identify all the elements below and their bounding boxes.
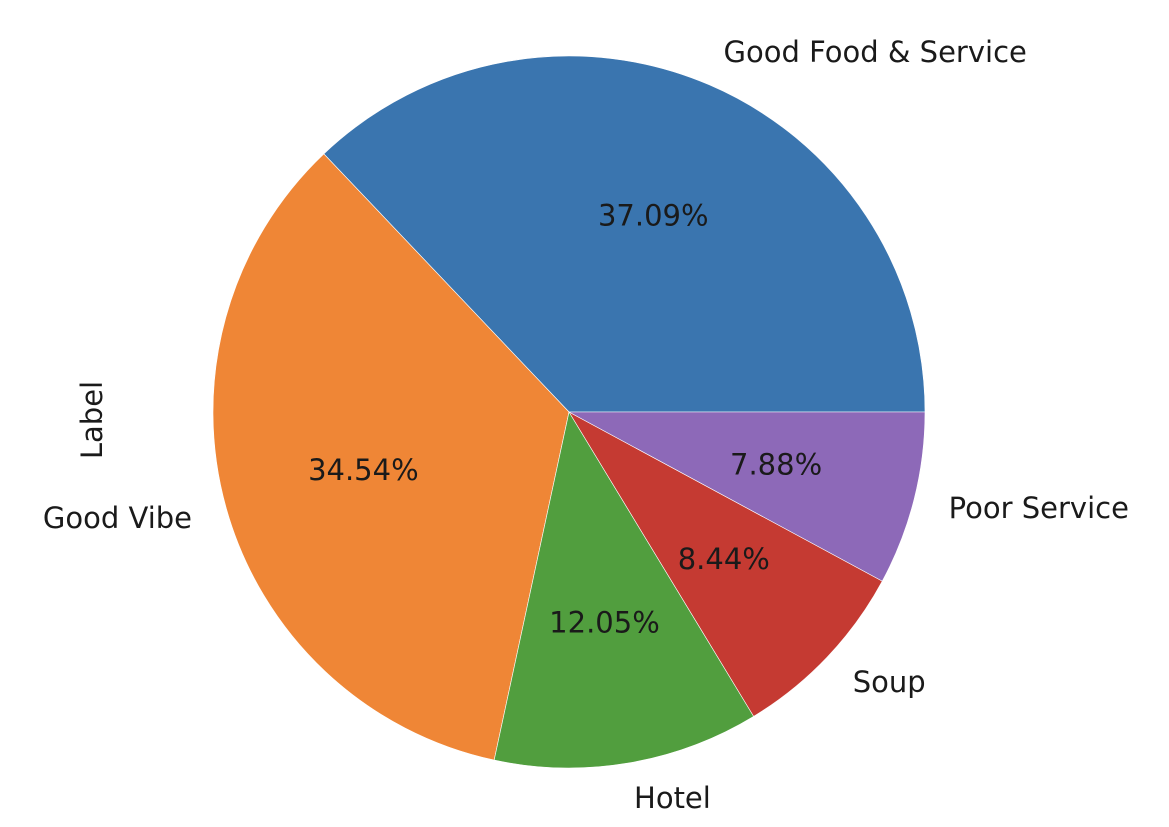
pct-label-soup: 8.44% — [678, 542, 770, 576]
pie-slice-good-food-and-service — [323, 55, 926, 413]
pct-label-good-food-and-service: 37.09% — [598, 199, 709, 233]
pie-slice-hotel — [493, 411, 755, 769]
y-axis-label: Label — [75, 381, 109, 459]
slice-label-soup: Soup — [853, 665, 926, 699]
slice-label-poor-service: Poor Service — [949, 491, 1129, 525]
pct-label-hotel: 12.05% — [549, 606, 660, 640]
pie-slice-soup — [568, 411, 883, 717]
pie-slice-good-vibe — [212, 153, 570, 761]
pie-slice-poor-service — [568, 411, 926, 582]
pct-label-good-vibe: 34.54% — [308, 453, 419, 487]
slice-label-good-vibe: Good Vibe — [43, 501, 192, 535]
labels-layer: 37.09% Good Food & Service 34.54% Good Vibe… — [43, 35, 1129, 815]
slices-layer — [212, 55, 926, 769]
slice-label-good-food-and-service: Good Food & Service — [724, 35, 1027, 69]
pct-label-poor-service: 7.88% — [730, 447, 822, 481]
slice-label-hotel: Hotel — [634, 781, 711, 815]
